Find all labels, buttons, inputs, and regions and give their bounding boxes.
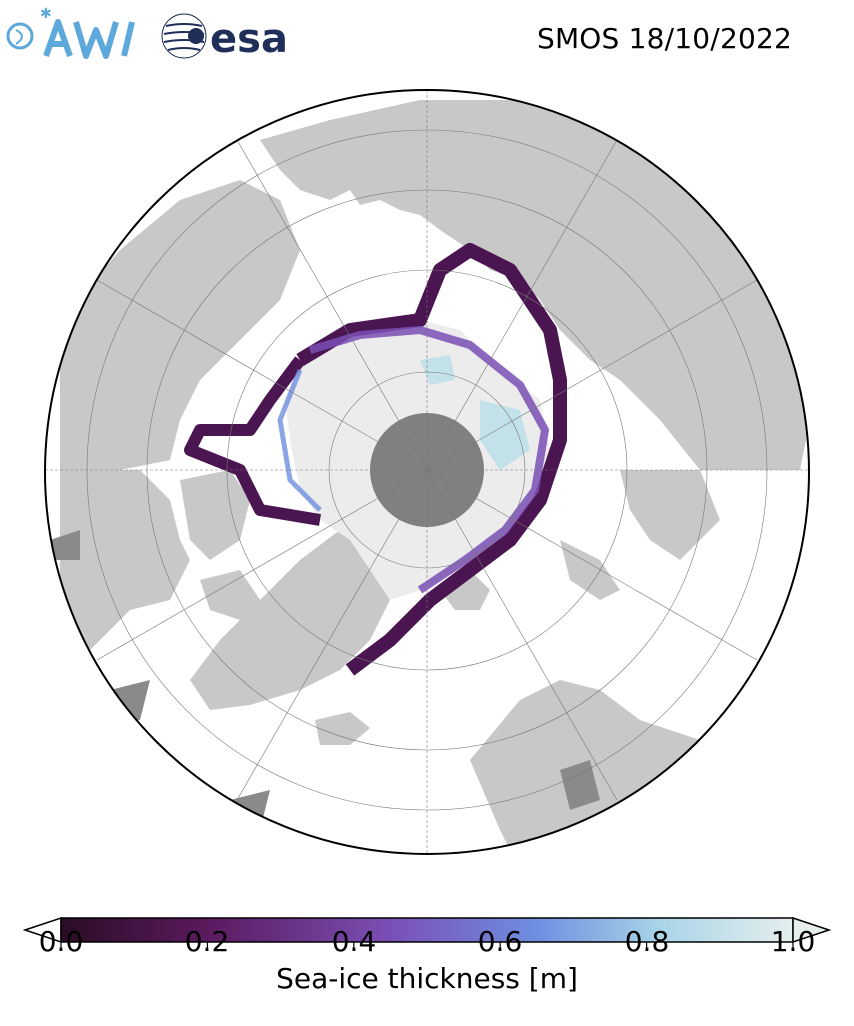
colorbar-tick-label: 0.8 [624, 925, 670, 958]
thin-ice-margin [184, 243, 567, 676]
colorbar-tick-label: 0.2 [184, 925, 230, 958]
colorbar-extend-high [792, 916, 832, 944]
awi-logo: ✱ [6, 6, 135, 59]
graticule [45, 90, 809, 854]
logo-bar: ✱ esa [6, 6, 288, 62]
thick-ice-patches [420, 355, 530, 470]
colorbar-tick-label: 0.4 [331, 925, 377, 958]
colorbar-tick-label: 0.0 [38, 925, 84, 958]
colorbar [22, 916, 832, 950]
land [60, 100, 809, 854]
colorbar-ticks [60, 942, 794, 950]
map-boundary [44, 89, 810, 855]
colorbar-tick-label: 0.6 [477, 925, 523, 958]
svg-text:✱: ✱ [40, 6, 52, 22]
svg-text:esa: esa [210, 16, 288, 62]
colorbar-gradient [60, 917, 794, 943]
colorbar-label: Sea-ice thickness [m] [276, 962, 578, 995]
arctic-map [44, 89, 810, 855]
esa-logo: esa [161, 13, 288, 62]
colorbar-tick-label: 1.0 [770, 925, 816, 958]
map-title: SMOS 18/10/2022 [536, 22, 792, 55]
